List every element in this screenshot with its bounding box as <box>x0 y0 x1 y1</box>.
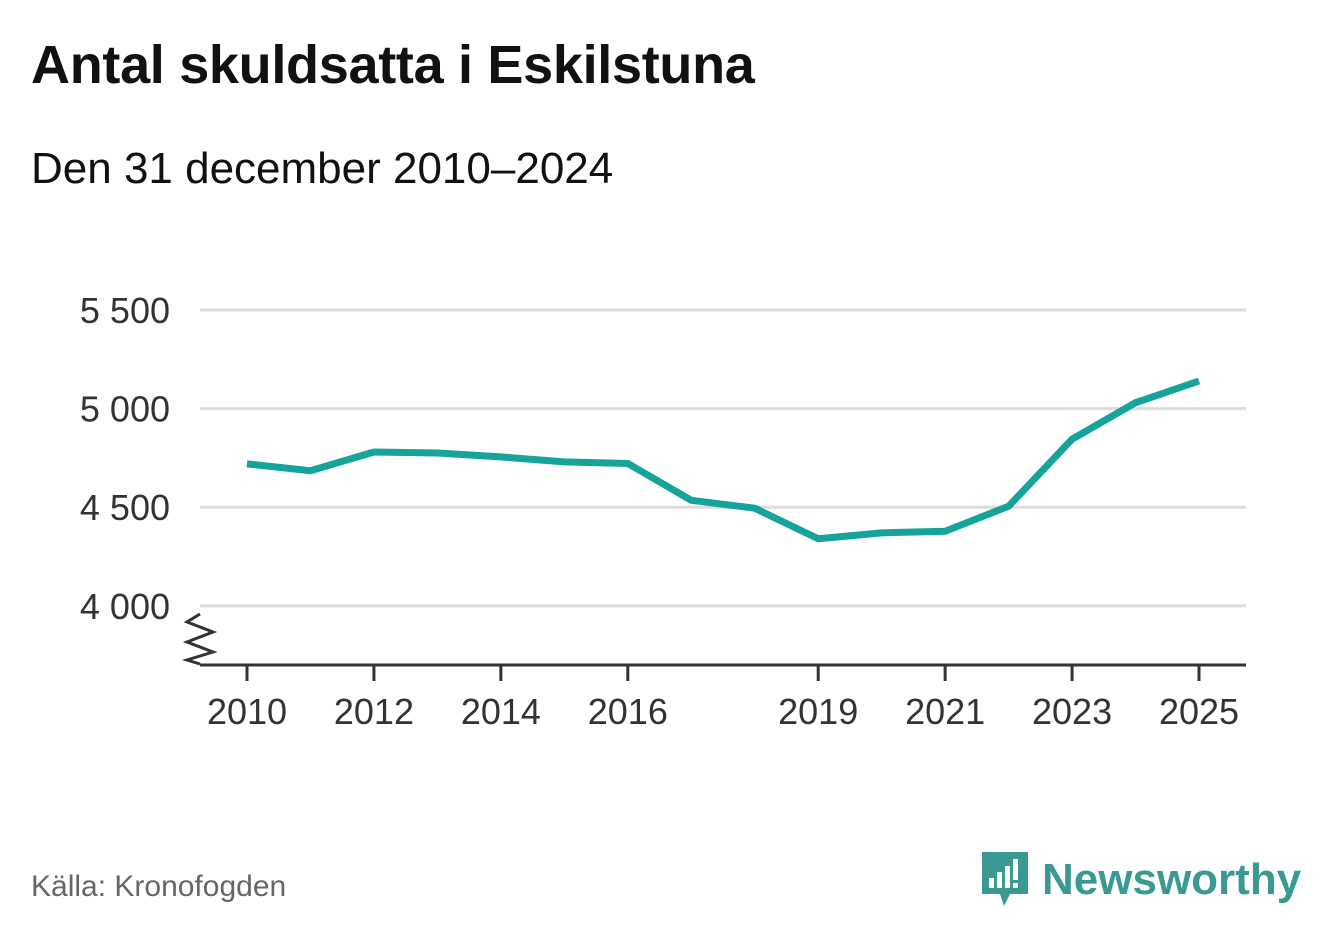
y-tick-label: 5 000 <box>80 389 170 430</box>
series-line <box>246 377 1201 543</box>
brand-logo[interactable]: Newsworthy <box>980 850 1301 910</box>
x-tick-label: 2012 <box>334 691 414 732</box>
x-tick-label: 2021 <box>905 691 985 732</box>
y-tick-label: 4 000 <box>80 586 170 627</box>
source-note: Källa: Kronofogden <box>31 870 287 903</box>
x-tick-label: 2019 <box>778 691 858 732</box>
x-tick-label: 2014 <box>461 691 541 732</box>
x-tick-label: 2025 <box>1159 691 1239 732</box>
chart-title: Antal skuldsatta i Eskilstuna <box>31 35 755 95</box>
x-tick-label: 2010 <box>207 691 287 732</box>
x-tick-label: 2023 <box>1032 691 1112 732</box>
newsworthy-logo-icon <box>982 852 1028 906</box>
y-tick-label: 4 500 <box>80 487 170 528</box>
y-tick-label: 5 500 <box>80 290 170 331</box>
brand-name: Newsworthy <box>1042 855 1302 904</box>
chart-subtitle: Den 31 december 2010–2024 <box>31 144 614 193</box>
x-tick-label: 2016 <box>588 691 668 732</box>
axis-break-icon <box>181 612 218 666</box>
